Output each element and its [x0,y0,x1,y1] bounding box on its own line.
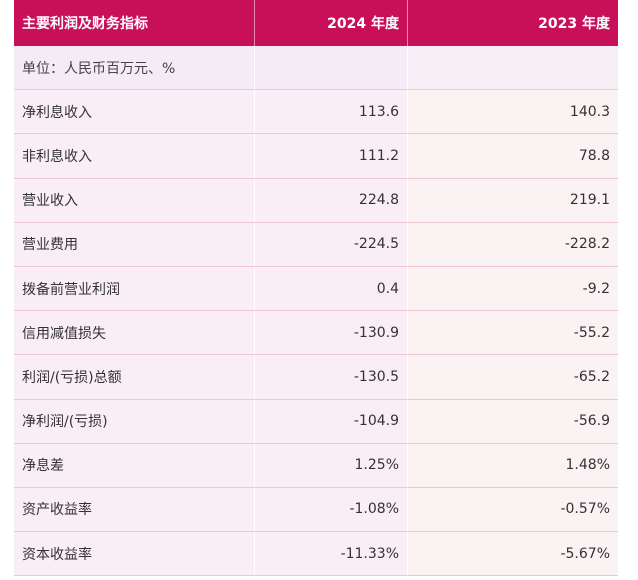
value-2024: -104.9 [255,399,408,443]
table-row: 信用减值损失 -130.9 -55.2 [14,311,618,356]
table-row: 非利息收入 111.2 78.8 [14,134,618,179]
value-2024: 224.8 [255,178,408,222]
row-label: 净利润/(亏损) [14,399,255,443]
table-row: 拨备前营业利润 0.4 -9.2 [14,266,618,312]
row-label: 资产收益率 [14,487,255,532]
row-label: 净息差 [14,443,255,487]
row-label: 拨备前营业利润 [14,266,255,311]
value-2024: -130.9 [255,311,408,355]
table-row: 营业收入 224.8 219.1 [14,178,618,223]
value-2023: -228.2 [408,222,618,266]
value-2024: 113.6 [255,90,408,134]
table-row: 资产收益率 -1.08% -0.57% [14,487,618,533]
unit-row: 单位：人民币百万元、% [14,46,618,91]
value-2023: -56.9 [408,399,618,443]
row-label: 营业收入 [14,178,255,222]
table-row: 净息差 1.25% 1.48% [14,443,618,488]
value-2024: -130.5 [255,355,408,399]
header-2024: 2024 年度 [255,0,408,46]
value-2023: -55.2 [408,311,618,355]
financial-table: 主要利润及财务指标 2024 年度 2023 年度 单位：人民币百万元、% 净利… [14,0,618,577]
table-row: 营业费用 -224.5 -228.2 [14,222,618,267]
value-2023: 140.3 [408,90,618,134]
value-2024: -1.08% [255,487,408,532]
value-2023: -9.2 [408,266,618,311]
header-metric: 主要利润及财务指标 [14,0,255,46]
table-row: 净利息收入 113.6 140.3 [14,90,618,135]
unit-empty-2024 [255,46,408,90]
row-label: 利润/(亏损)总额 [14,355,255,399]
value-2024: 1.25% [255,443,408,487]
value-2023: -5.67% [408,532,618,576]
row-label: 信用减值损失 [14,311,255,355]
row-label: 非利息收入 [14,134,255,178]
table-row: 资本收益率 -11.33% -5.67% [14,532,618,577]
row-label: 营业费用 [14,222,255,266]
table-header-row: 主要利润及财务指标 2024 年度 2023 年度 [14,0,618,46]
value-2023: -65.2 [408,355,618,399]
value-2024: 111.2 [255,134,408,178]
value-2023: 219.1 [408,178,618,222]
value-2024: 0.4 [255,266,408,311]
unit-label: 单位：人民币百万元、% [14,46,255,90]
value-2024: -224.5 [255,222,408,266]
header-2023: 2023 年度 [538,16,610,32]
value-2023: -0.57% [408,487,618,532]
table-row: 利润/(亏损)总额 -130.5 -65.2 [14,355,618,400]
unit-empty-2023 [408,46,618,90]
value-2023: 78.8 [408,134,618,178]
row-label: 资本收益率 [14,532,255,576]
value-2024: -11.33% [255,532,408,576]
table-row: 净利润/(亏损) -104.9 -56.9 [14,399,618,444]
value-2023: 1.48% [408,443,618,487]
row-label: 净利息收入 [14,90,255,134]
